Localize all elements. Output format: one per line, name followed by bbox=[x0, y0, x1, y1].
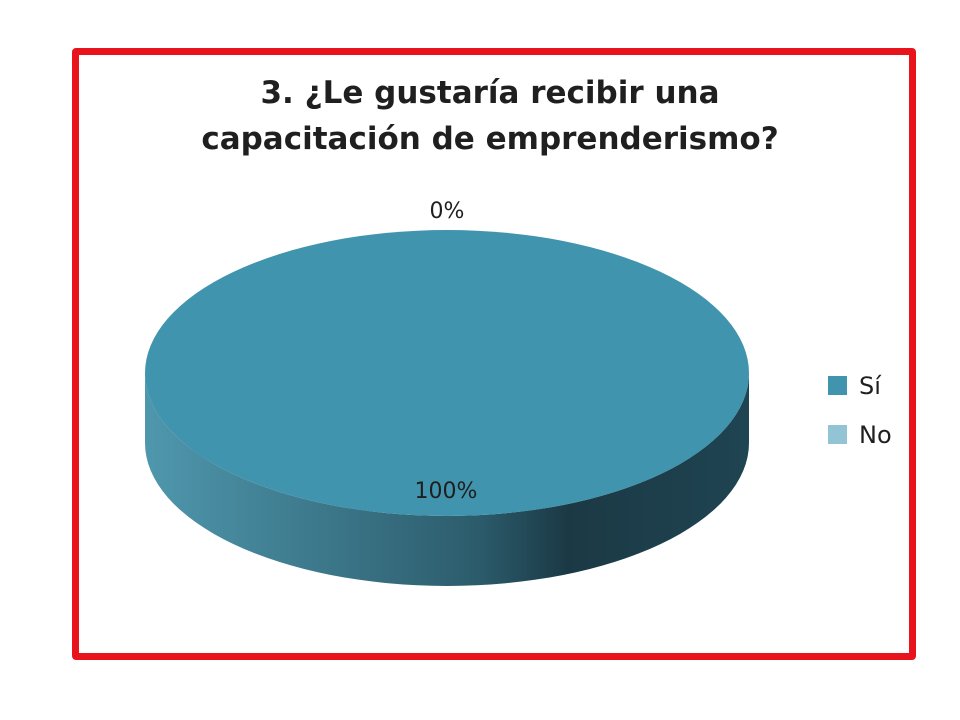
legend-item-no: No bbox=[828, 420, 892, 449]
data-label-no: 0% bbox=[430, 199, 465, 224]
legend-item-si: Sí bbox=[828, 371, 892, 400]
chart-title: 3. ¿Le gustaría recibir una capacitación… bbox=[75, 70, 905, 162]
chart-title-line-1: 3. ¿Le gustaría recibir una bbox=[260, 75, 720, 111]
chart-title-line-2: capacitación de emprenderismo? bbox=[201, 121, 779, 157]
legend-swatch-si bbox=[828, 376, 847, 395]
legend-swatch-no bbox=[828, 425, 847, 444]
pie-side bbox=[145, 373, 749, 586]
pie-group bbox=[145, 230, 749, 586]
legend-label-si: Sí bbox=[859, 371, 881, 400]
pie-slice-si bbox=[145, 230, 749, 516]
data-label-si: 100% bbox=[415, 479, 478, 504]
legend: Sí No bbox=[828, 372, 892, 470]
legend-label-no: No bbox=[859, 420, 892, 449]
